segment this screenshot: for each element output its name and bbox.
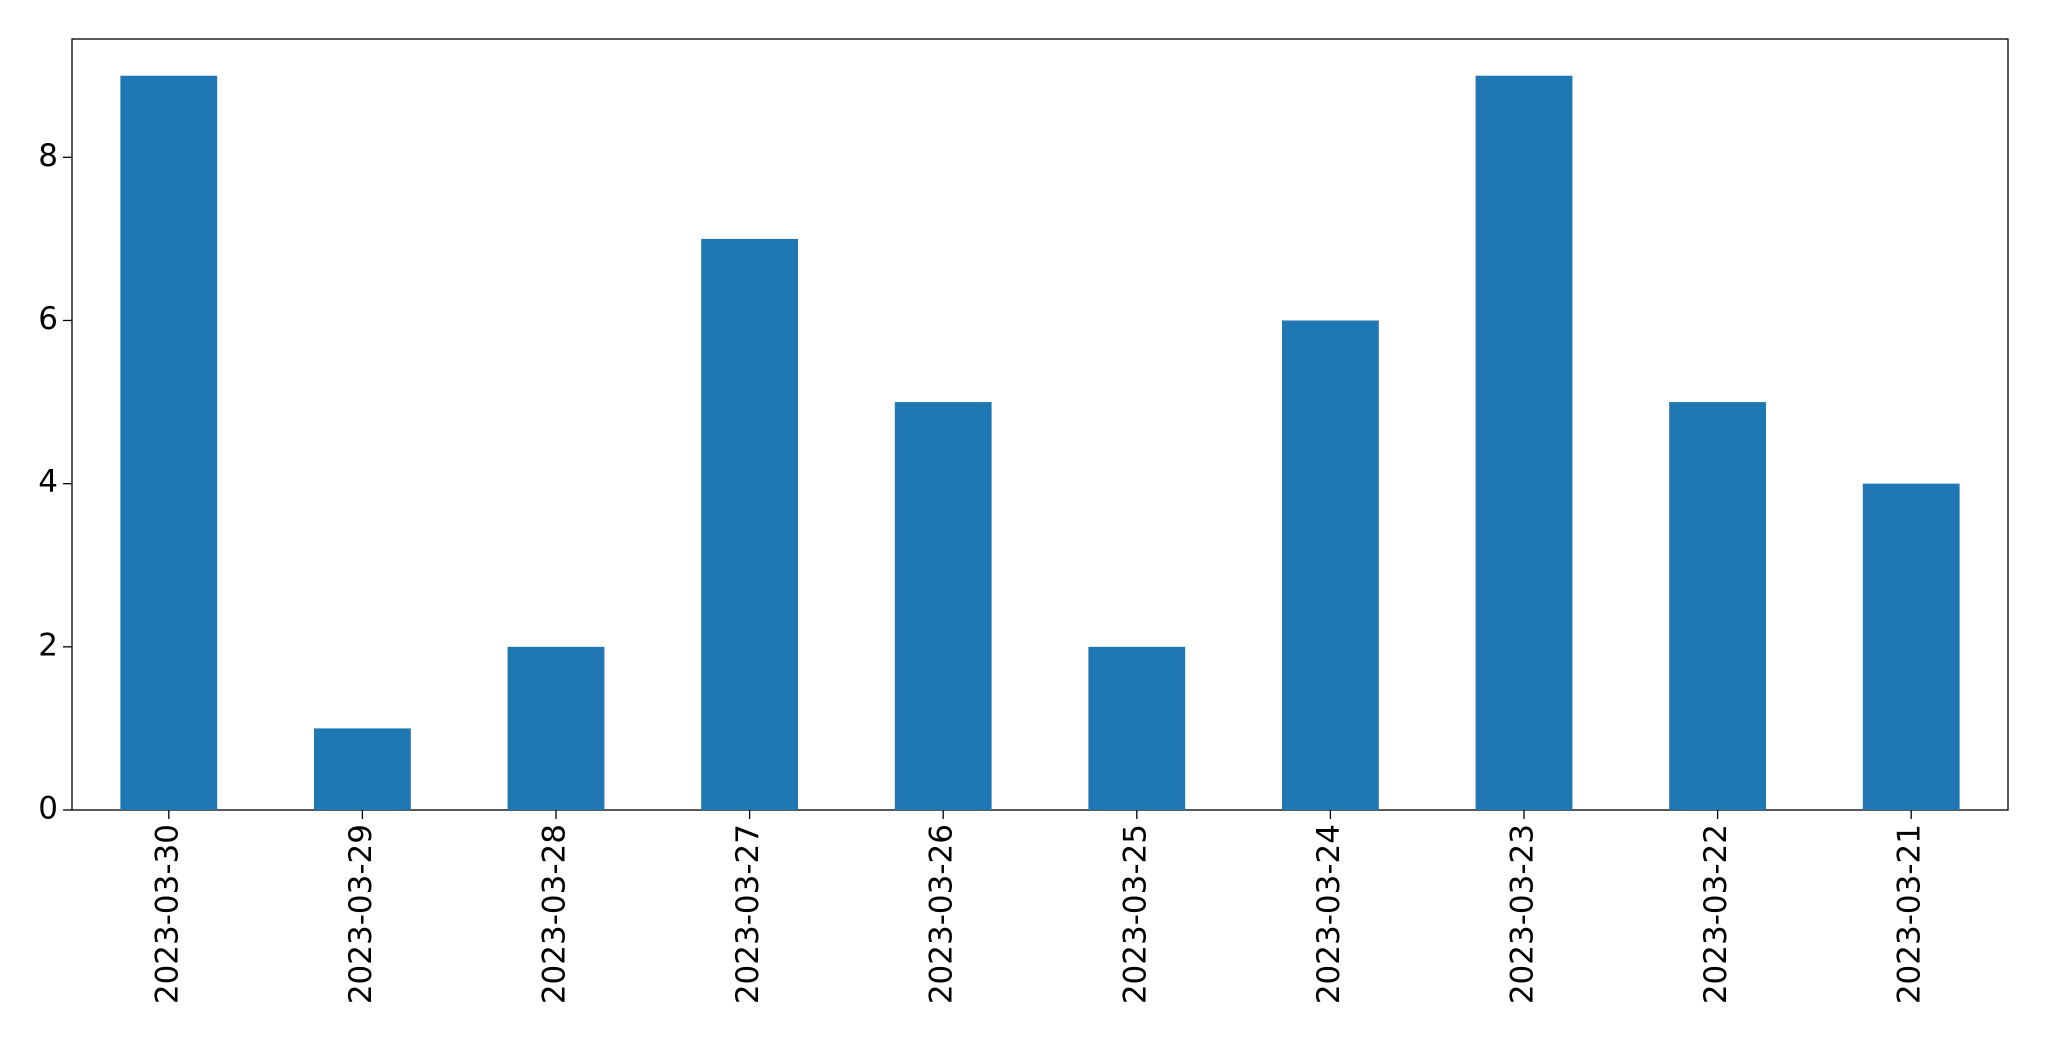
bar — [507, 646, 605, 810]
x-tick-label: 2023-03-29 — [343, 824, 379, 1004]
x-tick-label: 2023-03-22 — [1698, 824, 1734, 1004]
bar — [701, 238, 798, 810]
y-tick-label: 8 — [38, 138, 58, 174]
bar — [1282, 320, 1379, 810]
y-tick-label: 2 — [38, 627, 58, 663]
axes-frame — [71, 38, 2009, 811]
x-tick-label: 2023-03-27 — [730, 824, 766, 1004]
bar — [120, 75, 218, 810]
bar — [894, 402, 992, 810]
y-tick-label: 6 — [38, 301, 58, 337]
x-tick-label: 2023-03-24 — [1311, 824, 1347, 1004]
x-tick-label: 2023-03-21 — [1892, 824, 1928, 1004]
y-tick-label: 4 — [38, 464, 58, 500]
x-tick-label: 2023-03-28 — [537, 824, 573, 1004]
x-tick-label: 2023-03-30 — [149, 824, 185, 1004]
bar — [1475, 75, 1573, 810]
bar — [1669, 402, 1766, 810]
x-tick-label: 2023-03-26 — [924, 824, 960, 1004]
bar — [1862, 483, 1960, 810]
bar — [1088, 646, 1186, 810]
x-tick-label: 2023-03-23 — [1505, 824, 1541, 1004]
y-tick-label: 0 — [38, 791, 58, 827]
bar — [314, 728, 411, 810]
x-tick-label: 2023-03-25 — [1117, 824, 1153, 1004]
